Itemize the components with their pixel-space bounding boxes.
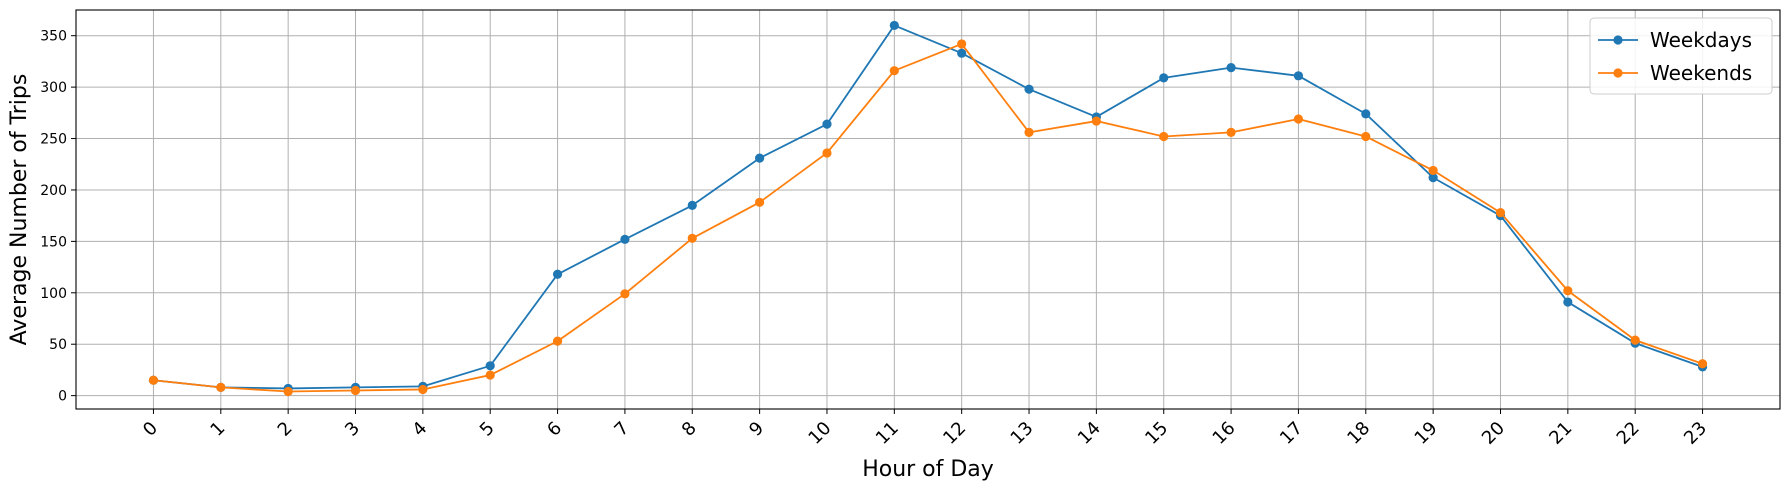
- data-point-weekdays: [822, 119, 832, 129]
- y-tick-label: 0: [58, 389, 67, 405]
- x-tick-label: 8: [678, 418, 701, 441]
- data-point-weekends: [620, 289, 630, 299]
- data-point-weekends: [216, 382, 226, 393]
- plot-frame: [75, 9, 1781, 410]
- data-point-weekdays: [1024, 84, 1034, 94]
- x-tick-label: 12: [939, 418, 970, 449]
- y-tick-label: 150: [40, 234, 67, 250]
- x-tick-label: 17: [1276, 418, 1307, 449]
- data-point-weekends: [552, 336, 563, 346]
- data-point-weekends: [485, 370, 495, 380]
- data-point-weekends: [1495, 207, 1506, 218]
- x-tick-label: 4: [408, 418, 431, 441]
- x-tick-label: 22: [1613, 418, 1644, 449]
- data-point-weekdays: [1159, 73, 1169, 83]
- data-point-weekdays: [1563, 297, 1573, 307]
- y-tick-label: 50: [49, 337, 67, 353]
- data-point-weekends: [1159, 131, 1169, 142]
- x-axis: 0 1 2 3 4 5 6 7 8 9 10 11 12 13 14 15 16 17 18 19 20 21 22 23: [139, 409, 1711, 449]
- data-point-weekdays: [552, 269, 563, 279]
- legend-label-weekends: Weekends: [1650, 61, 1752, 85]
- x-tick-label: 5: [476, 418, 499, 441]
- data-point-weekdays: [1293, 71, 1304, 81]
- data-point-weekends: [418, 384, 428, 395]
- y-axis: 0 50 100 150 200 250 300 350: [40, 29, 76, 405]
- series-layer: [148, 20, 1708, 397]
- data-point-weekends: [687, 233, 697, 243]
- x-tick-label: 10: [804, 418, 835, 449]
- grid-layer: [76, 10, 1780, 409]
- series-line-weekends: [153, 43, 1703, 393]
- x-axis-title: Hour of Day: [862, 457, 994, 482]
- x-tick-label: 19: [1411, 418, 1442, 449]
- legend-marker-weekdays: [1613, 35, 1623, 45]
- data-point-weekends: [1630, 335, 1640, 345]
- x-tick-label: 0: [139, 418, 162, 441]
- data-point-weekends: [822, 148, 832, 158]
- data-point-weekends: [350, 385, 361, 396]
- data-point-weekends: [283, 386, 293, 397]
- data-point-weekdays: [1428, 173, 1438, 183]
- x-tick-label: 6: [543, 418, 566, 441]
- legend-box: [1589, 17, 1773, 95]
- data-point-weekends: [957, 39, 967, 49]
- x-tick-label: 1: [206, 418, 229, 441]
- x-tick-label: 13: [1007, 418, 1038, 449]
- data-point-weekdays: [957, 48, 967, 58]
- x-tick-label: 3: [341, 418, 364, 441]
- y-tick-label: 250: [40, 132, 67, 148]
- y-tick-label: 200: [40, 183, 67, 199]
- legend: Weekdays Weekends: [1589, 17, 1773, 95]
- data-point-weekends: [889, 66, 899, 76]
- data-point-weekdays: [755, 153, 765, 163]
- x-tick-label: 18: [1343, 418, 1374, 449]
- y-axis-title: Average Number of Trips: [7, 74, 32, 346]
- data-point-weekdays: [1361, 109, 1371, 119]
- legend-marker-weekends: [1613, 68, 1623, 78]
- data-point-weekdays: [620, 234, 630, 244]
- y-tick-label: 300: [40, 80, 67, 96]
- data-point-weekends: [1428, 165, 1438, 176]
- x-tick-label: 9: [745, 418, 768, 441]
- data-point-weekdays: [687, 200, 697, 210]
- data-point-weekends: [1091, 116, 1101, 126]
- data-point-weekends: [1563, 286, 1573, 296]
- data-point-weekends: [755, 197, 765, 207]
- x-tick-label: 21: [1545, 418, 1576, 449]
- y-tick-label: 100: [40, 286, 67, 302]
- data-point-weekends: [1293, 114, 1304, 124]
- y-tick-label: 350: [40, 29, 67, 45]
- x-tick-label: 16: [1209, 418, 1240, 449]
- x-tick-label: 23: [1680, 418, 1711, 449]
- series-line-weekdays: [153, 24, 1703, 390]
- data-point-weekends: [1024, 127, 1034, 137]
- data-point-weekends: [1697, 359, 1708, 369]
- x-tick-label: 11: [872, 418, 903, 449]
- data-point-weekdays: [889, 20, 899, 31]
- x-tick-label: 20: [1478, 418, 1509, 449]
- x-tick-label: 15: [1141, 418, 1172, 449]
- x-tick-label: 14: [1074, 418, 1105, 449]
- legend-label-weekdays: Weekdays: [1650, 28, 1752, 52]
- x-tick-label: 7: [611, 418, 634, 441]
- x-tick-label: 2: [274, 418, 297, 441]
- data-point-weekends: [1361, 131, 1371, 142]
- data-point-weekends: [148, 375, 159, 385]
- data-point-weekdays: [1226, 62, 1236, 73]
- data-point-weekdays: [485, 361, 495, 371]
- data-point-weekends: [1226, 127, 1236, 137]
